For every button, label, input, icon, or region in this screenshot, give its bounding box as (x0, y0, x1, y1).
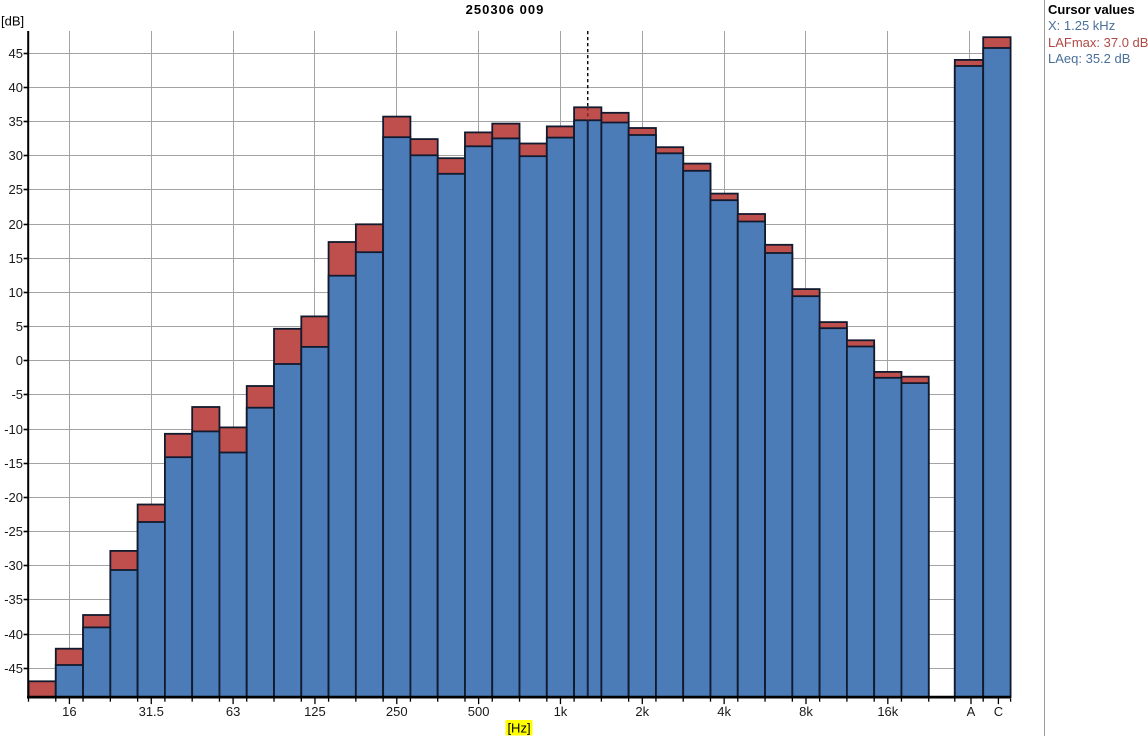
svg-text:15: 15 (9, 251, 23, 266)
svg-text:25: 25 (9, 182, 23, 197)
svg-text:-35: -35 (4, 592, 23, 607)
svg-text:-5: -5 (11, 387, 23, 402)
svg-text:1k: 1k (554, 704, 568, 719)
svg-text:-45: -45 (4, 661, 23, 676)
svg-text:-15: -15 (4, 456, 23, 471)
svg-text:16: 16 (62, 704, 76, 719)
svg-text:31.5: 31.5 (139, 704, 164, 719)
svg-text:500: 500 (468, 704, 490, 719)
svg-text:35: 35 (9, 114, 23, 129)
svg-text:-30: -30 (4, 558, 23, 573)
svg-text:[dB]: [dB] (1, 14, 24, 29)
svg-text:30: 30 (9, 148, 23, 163)
svg-text:-10: -10 (4, 422, 23, 437)
svg-text:20: 20 (9, 217, 23, 232)
svg-text:0: 0 (16, 353, 23, 368)
svg-text:LAFmax: 37.0 dB: LAFmax: 37.0 dB (1048, 35, 1148, 50)
svg-text:C: C (994, 704, 1003, 719)
svg-text:Cursor values: Cursor values (1048, 2, 1135, 17)
svg-text:-25: -25 (4, 524, 23, 539)
svg-text:63: 63 (226, 704, 240, 719)
svg-text:40: 40 (9, 80, 23, 95)
svg-text:-20: -20 (4, 490, 23, 505)
svg-text:45: 45 (9, 46, 23, 61)
svg-text:10: 10 (9, 285, 23, 300)
svg-text:8k: 8k (799, 704, 813, 719)
svg-text:-40: -40 (4, 627, 23, 642)
svg-text:2k: 2k (635, 704, 649, 719)
svg-text:X: 1.25 kHz: X: 1.25 kHz (1048, 18, 1115, 33)
svg-text:A: A (967, 704, 976, 719)
svg-text:4k: 4k (717, 704, 731, 719)
svg-text:5: 5 (16, 319, 23, 334)
svg-text:125: 125 (304, 704, 326, 719)
svg-text:[Hz]: [Hz] (507, 721, 530, 736)
svg-text:250306 009: 250306 009 (466, 2, 545, 17)
svg-text:16k: 16k (877, 704, 898, 719)
svg-text:LAeq: 35.2 dB: LAeq: 35.2 dB (1048, 51, 1130, 66)
svg-text:250: 250 (386, 704, 408, 719)
